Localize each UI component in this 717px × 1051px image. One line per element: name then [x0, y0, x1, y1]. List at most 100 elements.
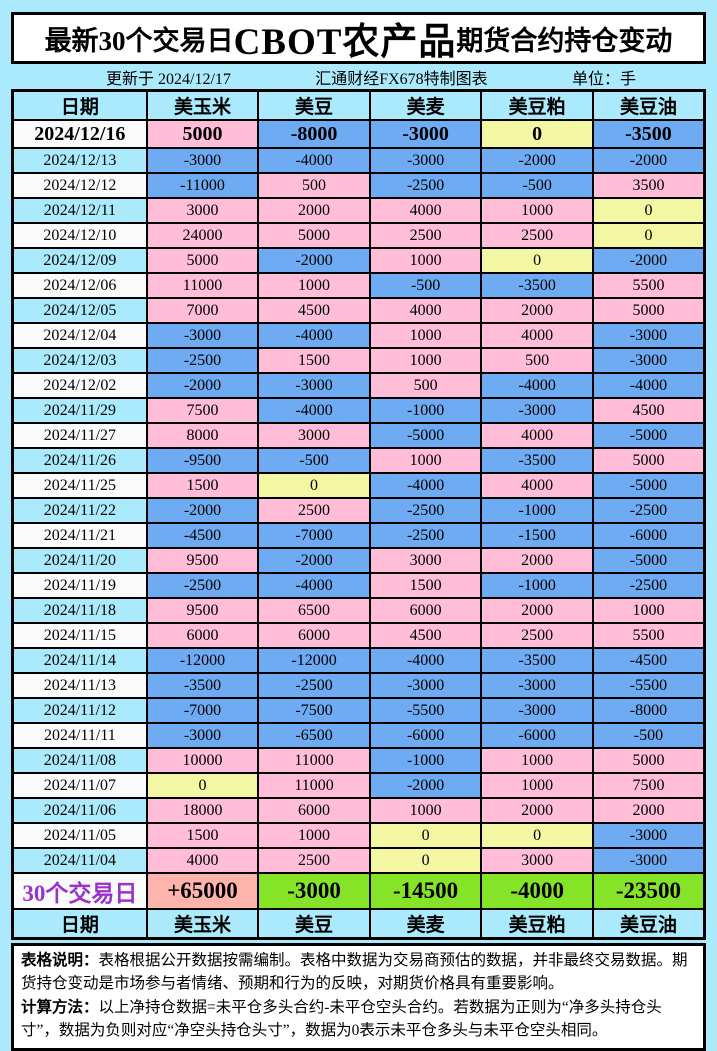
date-cell: 2024/11/08 [11, 747, 148, 774]
value-cell: 0 [591, 197, 706, 224]
value-cell: -500 [368, 272, 483, 299]
value-cell: -500 [480, 172, 594, 199]
date-cell: 2024/11/07 [11, 772, 148, 799]
value-cell: -4500 [591, 647, 706, 674]
table-row: 2024/11/20 9500 -2000 3000 2000 -5000 [11, 547, 706, 574]
value-cell: -6500 [257, 722, 371, 749]
table-row: 2024/11/05 1500 1000 0 0 -3000 [11, 822, 706, 849]
value-cell: -2500 [257, 672, 371, 699]
value-cell: -2500 [368, 172, 483, 199]
table-row: 2024/11/25 1500 0 -4000 4000 -5000 [11, 472, 706, 499]
value-cell: -2000 [591, 247, 706, 274]
footer-column-header: 日期 [11, 908, 148, 940]
value-cell: 1500 [257, 347, 371, 374]
value-cell: 2000 [480, 797, 594, 824]
date-cell: 2024/11/18 [11, 597, 148, 624]
value-cell: -1500 [480, 522, 594, 549]
value-cell: -500 [591, 722, 706, 749]
value-cell: 1000 [368, 797, 483, 824]
value-cell: -2500 [368, 522, 483, 549]
date-cell: 2024/12/03 [11, 347, 148, 374]
value-cell: 11000 [257, 747, 371, 774]
value-cell: 5000 [145, 247, 260, 274]
value-cell: 1500 [145, 472, 260, 499]
note-label: 计算方法： [21, 998, 99, 1016]
summary-value-cell: -3000 [257, 872, 371, 910]
table-row: 2024/12/09 5000 -2000 1000 0 -2000 [11, 247, 706, 274]
value-cell: 2000 [480, 597, 594, 624]
value-cell: -3000 [145, 147, 260, 174]
value-cell: -2500 [145, 572, 260, 599]
date-cell: 2024/11/11 [11, 722, 148, 749]
value-cell: -2000 [145, 497, 260, 524]
date-cell: 2024/12/02 [11, 372, 148, 399]
value-cell: 3500 [591, 172, 706, 199]
date-cell: 2024/12/05 [11, 297, 148, 324]
value-cell: -2000 [257, 547, 371, 574]
value-cell: 1000 [480, 747, 594, 774]
column-header: 美玉米 [145, 89, 260, 121]
value-cell: -3000 [368, 147, 483, 174]
updated-date: 更新于 2024/12/17 [106, 70, 231, 88]
value-cell: -11000 [145, 172, 260, 199]
value-cell: 3000 [145, 197, 260, 224]
value-cell: 1500 [368, 572, 483, 599]
footer-column-header: 美豆粕 [480, 908, 594, 940]
title-suffix: 期货合约持仓变动 [456, 25, 673, 56]
value-cell: 1000 [368, 247, 483, 274]
table-row: 2024/12/10 24000 5000 2500 2500 0 [11, 222, 706, 249]
value-cell: -3000 [368, 672, 483, 699]
summary-value-cell: +65000 [145, 872, 260, 910]
value-cell: -5500 [368, 697, 483, 724]
value-cell: 6000 [368, 597, 483, 624]
header-row: 日期 美玉米 美豆 美麦 美豆粕 美豆油 [11, 89, 706, 121]
value-cell: -3000 [480, 672, 594, 699]
table-row: 2024/12/02 -2000 -3000 500 -4000 -4000 [11, 372, 706, 399]
value-cell: 1000 [480, 197, 594, 224]
value-cell: 4000 [368, 197, 483, 224]
note-text: 以上净持仓数据=未平仓多头合约-未平仓空头合约。若数据为正则为“净多头持仓头寸”… [21, 998, 662, 1039]
table-row: 2024/12/06 11000 1000 -500 -3500 5500 [11, 272, 706, 299]
value-cell: 4500 [368, 622, 483, 649]
value-cell: -4000 [368, 472, 483, 499]
table-row: 2024/12/04 -3000 -4000 1000 4000 -3000 [11, 322, 706, 349]
value-cell: 0 [257, 472, 371, 499]
value-cell: 1000 [480, 772, 594, 799]
value-cell: 6000 [257, 797, 371, 824]
value-cell: 500 [368, 372, 483, 399]
title-brand: CBOT农产品 [233, 22, 457, 63]
value-cell: 1500 [145, 822, 260, 849]
value-cell: 9500 [145, 597, 260, 624]
value-cell: -1000 [368, 747, 483, 774]
value-cell: -3000 [368, 119, 483, 149]
table-row: 2024/12/13 -3000 -4000 -3000 -2000 -2000 [11, 147, 706, 174]
date-cell: 2024/11/22 [11, 497, 148, 524]
value-cell: -4000 [257, 322, 371, 349]
value-cell: -4000 [257, 397, 371, 424]
date-cell: 2024/11/06 [11, 797, 148, 824]
value-cell: -2500 [368, 497, 483, 524]
summary-value-cell: -14500 [368, 872, 483, 910]
date-cell: 2024/11/21 [11, 522, 148, 549]
value-cell: -8000 [257, 119, 371, 149]
date-cell: 2024/12/09 [11, 247, 148, 274]
table-row: 2024/11/15 6000 6000 4500 2500 5500 [11, 622, 706, 649]
value-cell: -3000 [257, 372, 371, 399]
value-cell: -5500 [591, 672, 706, 699]
value-cell: -1000 [368, 397, 483, 424]
value-cell: -3500 [480, 447, 594, 474]
table-row: 2024/12/12 -11000 500 -2500 -500 3500 [11, 172, 706, 199]
value-cell: 3000 [368, 547, 483, 574]
value-cell: -4000 [591, 372, 706, 399]
value-cell: 0 [368, 822, 483, 849]
value-cell: -5000 [591, 422, 706, 449]
value-cell: -4000 [257, 147, 371, 174]
table-note: 表格说明：表格根据公开数据按需编制。表格中数据为交易商预估的数据，并非最终交易数… [21, 949, 696, 996]
table-row: 2024/11/04 4000 2500 0 3000 -3000 [11, 847, 706, 874]
value-cell: 6000 [257, 622, 371, 649]
table-row: 2024/11/29 7500 -4000 -1000 -3000 4500 [11, 397, 706, 424]
value-cell: 24000 [145, 222, 260, 249]
value-cell: -3000 [480, 697, 594, 724]
date-cell: 2024/11/20 [11, 547, 148, 574]
table-row: 2024/11/06 18000 6000 1000 2000 2000 [11, 797, 706, 824]
